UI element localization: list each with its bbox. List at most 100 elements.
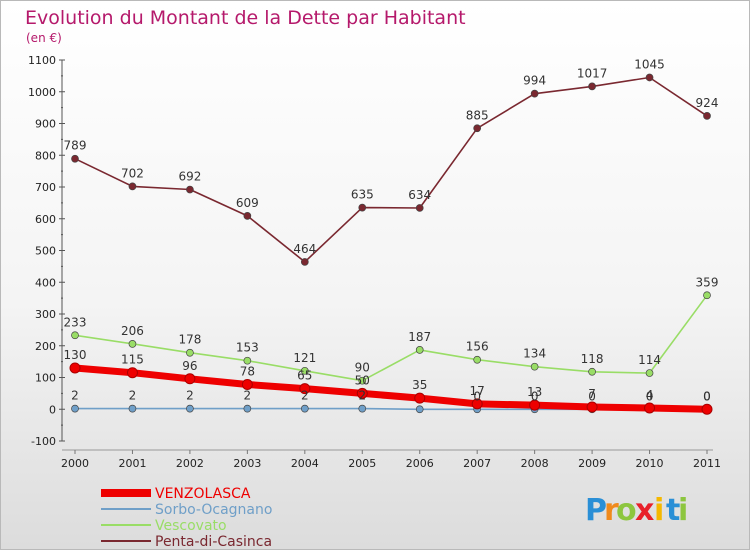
data-point [530, 89, 539, 98]
data-label: 153 [236, 341, 259, 355]
data-point [184, 373, 196, 385]
data-label: 118 [581, 352, 604, 366]
y-tick-label: 1000 [28, 86, 56, 99]
data-label: 2 [71, 389, 79, 403]
data-label: 635 [351, 188, 374, 202]
data-label: 2 [244, 389, 252, 403]
series-line [74, 294, 708, 382]
data-point [703, 291, 711, 300]
y-tick-label: 100 [35, 372, 56, 385]
data-label: 1045 [634, 57, 665, 71]
x-tick-label: 2005 [348, 457, 376, 470]
x-tick-label: 2003 [233, 457, 261, 470]
data-point [358, 404, 367, 413]
data-point [126, 367, 138, 379]
data-label: 0 [588, 389, 596, 403]
data-point [703, 112, 711, 120]
data-point [71, 154, 79, 163]
data-point [701, 403, 713, 415]
data-point [645, 369, 654, 377]
y-tick-label: 1100 [28, 54, 56, 67]
logo-letter: x [635, 493, 654, 528]
data-point [473, 355, 482, 364]
data-label: 464 [293, 242, 316, 256]
data-point [186, 348, 194, 357]
data-label: 78 [240, 364, 255, 378]
data-label: 178 [178, 333, 201, 347]
data-label: 130 [64, 348, 87, 362]
series-penta-di-casinca [71, 73, 711, 266]
data-point [300, 404, 309, 413]
y-tick-label: 600 [35, 213, 56, 226]
legend-label: Vescovato [155, 518, 227, 534]
x-tick-label: 2011 [693, 457, 721, 470]
data-label: 634 [408, 188, 431, 202]
data-point [414, 392, 426, 404]
data-label: 0 [473, 389, 481, 403]
x-tick-label: 2004 [291, 457, 319, 470]
data-point [529, 399, 541, 411]
data-label: 50 [355, 373, 370, 387]
data-point [473, 124, 482, 133]
data-label: 359 [696, 275, 719, 289]
data-point [471, 398, 483, 410]
x-tick-label: 2000 [61, 457, 89, 470]
y-tick-label: 800 [35, 149, 56, 162]
data-label: 13 [527, 385, 542, 399]
data-label: 134 [523, 347, 546, 361]
data-point [645, 73, 654, 82]
data-label: 924 [696, 96, 719, 110]
x-tick-label: 2002 [176, 457, 204, 470]
data-label: 121 [293, 351, 316, 365]
data-point [586, 401, 598, 413]
data-point [186, 185, 194, 194]
logo-letter: i [654, 493, 664, 528]
data-point [644, 402, 656, 414]
data-point [128, 339, 137, 348]
data-label: 35 [412, 378, 427, 392]
legend-label: Penta-di-Casinca [155, 534, 272, 550]
data-point [300, 258, 309, 266]
data-label: 0 [703, 389, 711, 403]
y-tick-label: 700 [35, 181, 56, 194]
data-point [530, 362, 539, 371]
data-label: 2 [129, 389, 137, 403]
data-label: 206 [121, 324, 144, 338]
logo-letter: i [678, 493, 688, 528]
logo-letter: r [604, 493, 619, 528]
legend-label: Sorbo-Ocagnano [155, 502, 272, 518]
data-point [186, 404, 194, 413]
series-venzolasca [69, 362, 713, 415]
data-label: 702 [121, 166, 144, 180]
data-label: 994 [523, 74, 546, 88]
series-vescovato [71, 291, 711, 385]
data-point [243, 404, 252, 413]
x-tick-label: 2006 [406, 457, 434, 470]
y-tick-label: -100 [31, 435, 56, 448]
legend-label: VENZOLASCA [155, 486, 251, 502]
data-point [69, 362, 81, 374]
x-tick-label: 2001 [118, 457, 146, 470]
y-tick-label: 200 [35, 340, 56, 353]
chart-subtitle: (en €) [26, 31, 62, 45]
data-label: 0 [646, 389, 654, 403]
logo-letter: o [616, 493, 637, 528]
data-point [300, 366, 309, 375]
y-tick-label: 300 [35, 308, 56, 321]
x-tick-label: 2010 [636, 457, 664, 470]
data-label: 7 [588, 387, 596, 401]
logo-letter: t [666, 493, 680, 528]
axes: -100010020030040050060070080090010001100… [28, 54, 721, 470]
data-label: 609 [236, 196, 259, 210]
data-label: 65 [297, 369, 312, 383]
data-label: 2 [301, 389, 309, 403]
data-point [415, 405, 424, 414]
data-point [71, 331, 79, 340]
data-label: 885 [466, 108, 489, 122]
data-label: 1017 [577, 66, 608, 80]
data-point [243, 356, 252, 365]
data-point [415, 346, 424, 354]
legend: VENZOLASCASorbo-OcagnanoVescovatoPenta-d… [101, 486, 272, 550]
data-point [128, 182, 137, 191]
